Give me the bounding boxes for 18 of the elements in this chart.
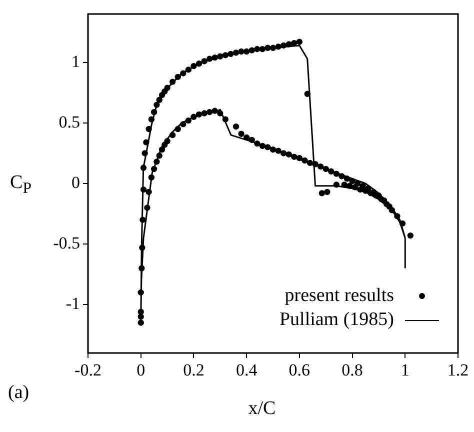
x-tick-label: -0.2 bbox=[74, 360, 102, 380]
legend-label: Pulliam (1985) bbox=[279, 309, 394, 331]
y-tick-label: -1 bbox=[66, 294, 80, 314]
y-tick-label: -0.5 bbox=[53, 234, 80, 253]
x-tick-label: 0.8 bbox=[342, 360, 363, 380]
x-tick-label: 0.6 bbox=[288, 360, 310, 380]
y-tick-label: 0.5 bbox=[58, 112, 80, 132]
x-tick-label: 1.2 bbox=[447, 360, 469, 380]
y-tick-label: 0 bbox=[72, 172, 80, 192]
y-tick-label: 1 bbox=[72, 52, 80, 71]
x-axis-title: x/C bbox=[248, 398, 276, 419]
x-tick-label: 0.2 bbox=[183, 360, 204, 380]
x-tick-label: 1 bbox=[400, 360, 410, 380]
x-tick-label: 0 bbox=[136, 360, 146, 380]
text: (a) bbox=[8, 382, 30, 404]
x-tick-label: 0.4 bbox=[236, 360, 258, 380]
y-axis-title: C$_{P}$ bbox=[10, 172, 32, 198]
legend-label: present results bbox=[284, 285, 394, 307]
